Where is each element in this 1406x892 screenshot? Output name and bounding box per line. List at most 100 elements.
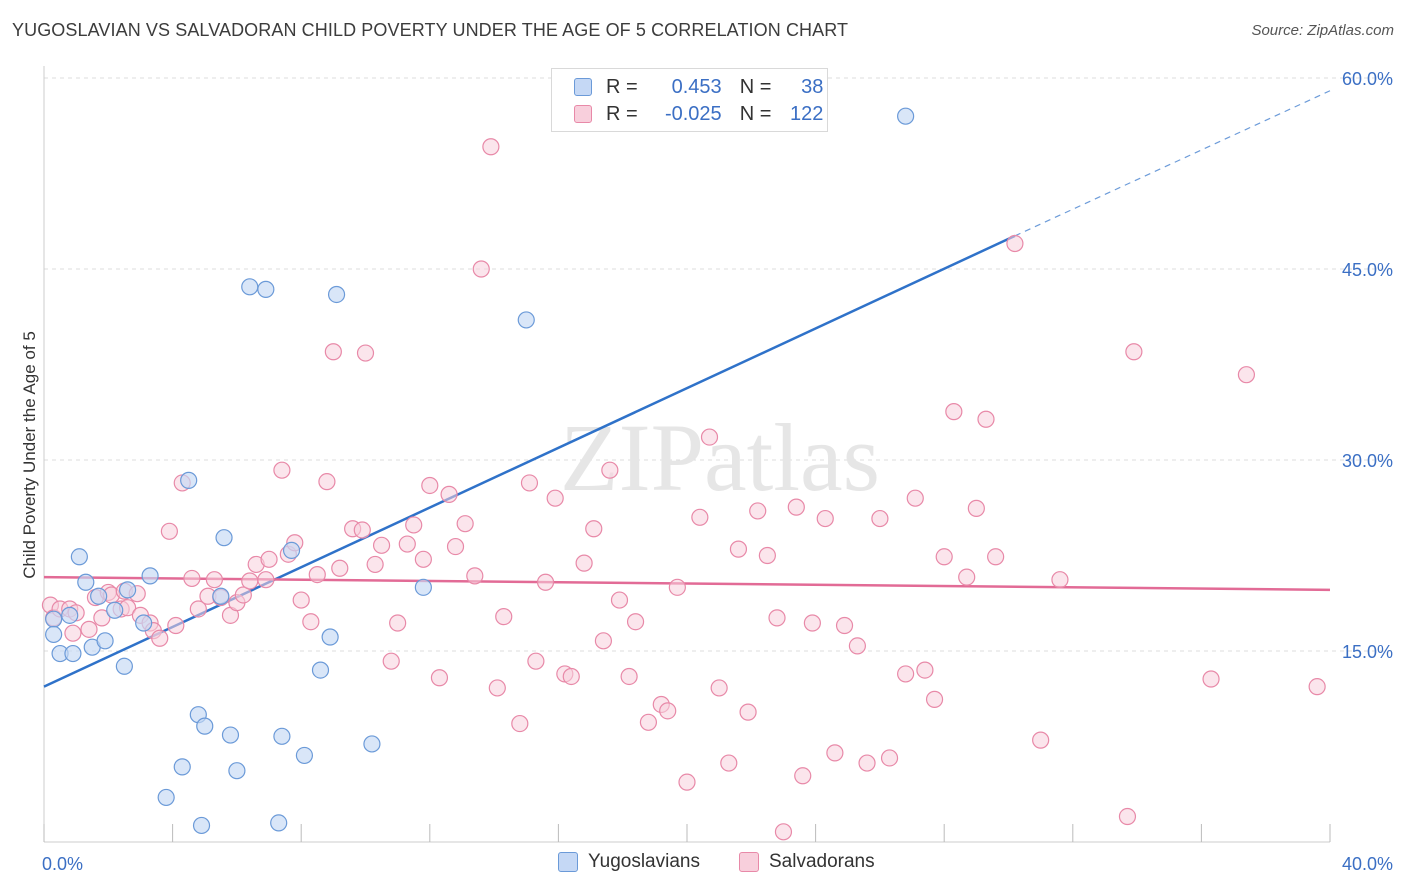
- data-point-yugoslavian: [363, 735, 381, 753]
- data-point-yugoslavian: [897, 107, 915, 125]
- data-point-yugoslavian: [282, 541, 301, 560]
- data-point-salvadoran: [93, 609, 111, 627]
- data-point-yugoslavian: [173, 758, 191, 776]
- data-point-salvadoran: [273, 461, 291, 479]
- data-point-salvadoran: [472, 260, 490, 278]
- data-point-salvadoran: [488, 679, 506, 697]
- data-point-salvadoran: [575, 554, 593, 572]
- data-point-salvadoran: [466, 567, 484, 585]
- y-axis-label: Child Poverty Under the Age of 5: [20, 331, 39, 579]
- data-point-yugoslavian: [327, 285, 346, 304]
- data-point-yugoslavian: [180, 471, 198, 489]
- data-point-salvadoran: [794, 767, 812, 785]
- data-point-salvadoran: [189, 600, 207, 618]
- data-point-yugoslavian: [321, 628, 339, 646]
- data-point-salvadoran: [639, 713, 658, 731]
- data-point-salvadoran: [935, 548, 953, 566]
- series-legend-label: Yugoslavians: [588, 851, 700, 872]
- legend-r-value: 0.453: [671, 75, 722, 98]
- data-point-salvadoran: [1006, 234, 1024, 253]
- data-point-yugoslavian: [295, 746, 314, 765]
- data-point-salvadoran: [729, 540, 748, 558]
- legend-row-salvadorans: R = -0.025 N = 122: [574, 101, 823, 127]
- data-point-salvadoran: [610, 591, 629, 609]
- data-point-salvadoran: [1125, 343, 1143, 361]
- data-point-salvadoran: [739, 703, 757, 721]
- series-swatch-blue: [558, 852, 578, 872]
- legend-swatch-pink: [574, 105, 592, 123]
- source-label: Source: ZipAtlas.com: [1251, 22, 1394, 39]
- data-point-salvadoran: [958, 568, 976, 586]
- data-point-salvadoran: [167, 616, 185, 635]
- legend-n-label: N =: [739, 102, 772, 125]
- data-point-salvadoran: [324, 343, 342, 361]
- correlation-legend: R = 0.453 N = 38 R = -0.025 N = 122: [551, 68, 828, 132]
- data-point-salvadoran: [848, 637, 866, 655]
- data-point-salvadoran: [257, 571, 275, 589]
- data-point-salvadoran: [318, 473, 336, 491]
- trend-line-salvadorans: [43, 575, 1331, 592]
- data-point-yugoslavian: [196, 717, 214, 735]
- y-tick-label: 60.0%: [1342, 69, 1393, 89]
- data-point-salvadoran: [205, 571, 223, 589]
- data-point-salvadoran: [816, 509, 834, 528]
- data-point-salvadoran: [774, 823, 793, 841]
- data-point-salvadoran: [1032, 731, 1050, 749]
- data-point-salvadoran: [858, 754, 876, 772]
- data-point-salvadoran: [768, 609, 786, 627]
- data-point-salvadoran: [835, 616, 854, 635]
- data-point-salvadoran: [620, 667, 638, 686]
- legend-n-value: 38: [801, 75, 824, 98]
- series-legend-label: Salvadorans: [769, 851, 875, 872]
- chart-title: YUGOSLAVIAN VS SALVADORAN CHILD POVERTY …: [12, 20, 849, 40]
- data-point-yugoslavian: [311, 661, 330, 679]
- data-point-salvadoran: [446, 537, 465, 556]
- data-point-yugoslavian: [45, 610, 63, 628]
- data-point-salvadoran: [977, 410, 995, 428]
- data-point-salvadoran: [308, 565, 326, 584]
- data-point-salvadoran: [1237, 366, 1256, 384]
- data-point-salvadoran: [353, 521, 371, 539]
- x-tick-label: 0.0%: [42, 854, 83, 874]
- data-point-salvadoran: [720, 754, 738, 772]
- x-tick-label: 40.0%: [1342, 854, 1393, 874]
- data-point-salvadoran: [430, 669, 449, 687]
- data-point-salvadoran: [700, 428, 719, 446]
- data-point-salvadoran: [511, 714, 529, 733]
- data-point-salvadoran: [1118, 807, 1137, 826]
- data-point-salvadoran: [527, 652, 545, 670]
- data-point-salvadoran: [659, 702, 677, 720]
- data-point-salvadoran: [678, 773, 696, 791]
- data-point-salvadoran: [585, 520, 603, 538]
- data-point-yugoslavian: [517, 311, 535, 329]
- y-tick-label: 30.0%: [1342, 451, 1393, 471]
- trend-line-extension: [1014, 90, 1331, 237]
- data-point-yugoslavian: [215, 529, 233, 547]
- data-point-salvadoran: [897, 665, 915, 683]
- data-point-salvadoran: [880, 749, 899, 767]
- data-point-yugoslavian: [241, 278, 259, 296]
- series-legend-salvadorans: Salvadorans: [739, 851, 875, 873]
- data-point-yugoslavian: [414, 578, 432, 596]
- data-point-yugoslavian: [45, 625, 63, 644]
- data-point-salvadoran: [691, 508, 709, 526]
- legend-n-value: 122: [790, 102, 824, 125]
- data-point-yugoslavian: [70, 548, 88, 566]
- data-point-salvadoran: [80, 620, 98, 638]
- data-point-yugoslavian: [115, 657, 133, 675]
- data-point-salvadoran: [405, 516, 423, 534]
- data-point-yugoslavian: [118, 581, 137, 599]
- data-point-salvadoran: [916, 661, 934, 679]
- data-point-salvadoran: [440, 485, 458, 503]
- data-point-salvadoran: [787, 498, 805, 516]
- data-point-salvadoran: [414, 550, 432, 568]
- legend-row-yugoslavians: R = 0.453 N = 38: [574, 74, 823, 100]
- data-point-salvadoran: [366, 555, 384, 574]
- data-point-salvadoran: [64, 624, 82, 642]
- data-point-salvadoran: [826, 744, 844, 762]
- data-point-salvadoran: [241, 572, 259, 590]
- data-point-yugoslavian: [96, 632, 114, 650]
- data-point-salvadoran: [456, 515, 474, 533]
- data-point-salvadoran: [151, 629, 169, 647]
- data-point-salvadoran: [160, 522, 178, 540]
